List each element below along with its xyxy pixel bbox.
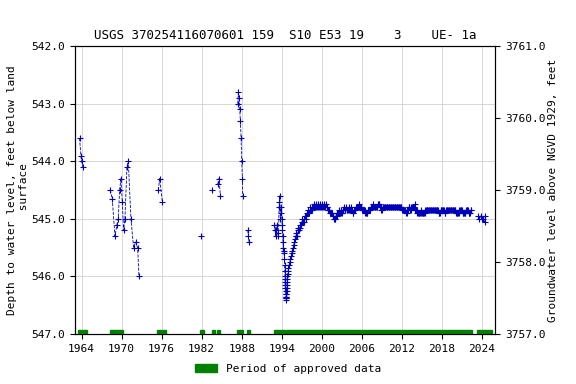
Bar: [157, 330, 166, 338]
Bar: [200, 330, 204, 338]
Legend: Period of approved data: Period of approved data: [191, 359, 385, 379]
Bar: [286, 330, 472, 338]
Bar: [478, 330, 492, 338]
Bar: [212, 330, 215, 338]
Y-axis label: Depth to water level, feet below land
 surface: Depth to water level, feet below land su…: [7, 65, 29, 315]
Y-axis label: Groundwater level above NGVD 1929, feet: Groundwater level above NGVD 1929, feet: [548, 58, 558, 322]
Bar: [274, 330, 285, 338]
Bar: [217, 330, 219, 338]
Bar: [237, 330, 243, 338]
Bar: [247, 330, 250, 338]
Bar: [78, 330, 87, 338]
Bar: [110, 330, 123, 338]
Title: USGS 370254116070601 159  S10 E53 19    3    UE- 1a: USGS 370254116070601 159 S10 E53 19 3 UE…: [94, 29, 476, 42]
